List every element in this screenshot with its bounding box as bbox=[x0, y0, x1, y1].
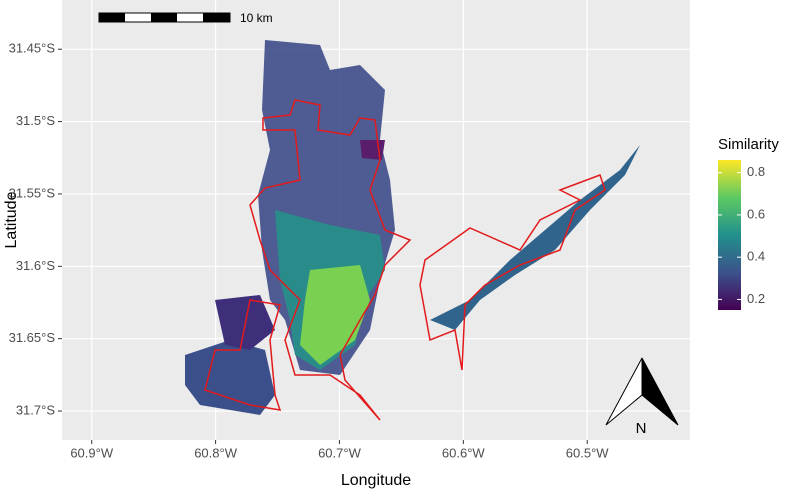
boundary-line bbox=[419, 174, 606, 371]
raster-area bbox=[430, 145, 640, 330]
y-axis-title: Latitude bbox=[3, 191, 20, 248]
x-tick-label: 60.6°W bbox=[442, 445, 486, 460]
x-tick-label: 60.9°W bbox=[70, 445, 114, 460]
y-tick-label: 31.5°S bbox=[16, 113, 56, 128]
boundary-line bbox=[249, 99, 412, 421]
scale-bar-segment bbox=[99, 13, 125, 22]
y-tick-label: 31.45°S bbox=[9, 41, 56, 56]
x-tick-label: 60.5°W bbox=[566, 445, 610, 460]
scale-bar-label: 10 km bbox=[240, 11, 273, 25]
y-tick-label: 31.7°S bbox=[16, 402, 56, 417]
scale-bar-segment bbox=[151, 13, 177, 22]
x-tick-label: 60.8°W bbox=[194, 445, 238, 460]
raster bbox=[185, 40, 640, 415]
legend-title: Similarity bbox=[718, 136, 779, 153]
y-tick-label: 31.55°S bbox=[9, 185, 56, 200]
scale-bar: 10 km bbox=[98, 11, 273, 25]
north-arrow-right bbox=[641, 357, 679, 426]
colorbar-label: 0.8 bbox=[747, 164, 765, 179]
colorbar bbox=[718, 160, 741, 310]
raster-area bbox=[360, 140, 385, 160]
colorbar-label: 0.2 bbox=[747, 291, 765, 306]
raster-area bbox=[185, 340, 275, 415]
y-tick-label: 31.6°S bbox=[16, 258, 56, 273]
scale-bar-segment bbox=[203, 13, 230, 22]
raster-area bbox=[300, 265, 370, 365]
north-arrow: N bbox=[605, 357, 679, 437]
x-axis-title: Longitude bbox=[341, 472, 411, 489]
north-arrow-label: N bbox=[636, 420, 647, 437]
boundary bbox=[204, 99, 606, 421]
y-tick-label: 31.65°S bbox=[9, 330, 56, 345]
colorbar-label: 0.6 bbox=[747, 206, 765, 221]
colorbar-label: 0.4 bbox=[747, 249, 765, 264]
boundary-line bbox=[204, 299, 282, 411]
x-tick-label: 60.7°W bbox=[318, 445, 362, 460]
